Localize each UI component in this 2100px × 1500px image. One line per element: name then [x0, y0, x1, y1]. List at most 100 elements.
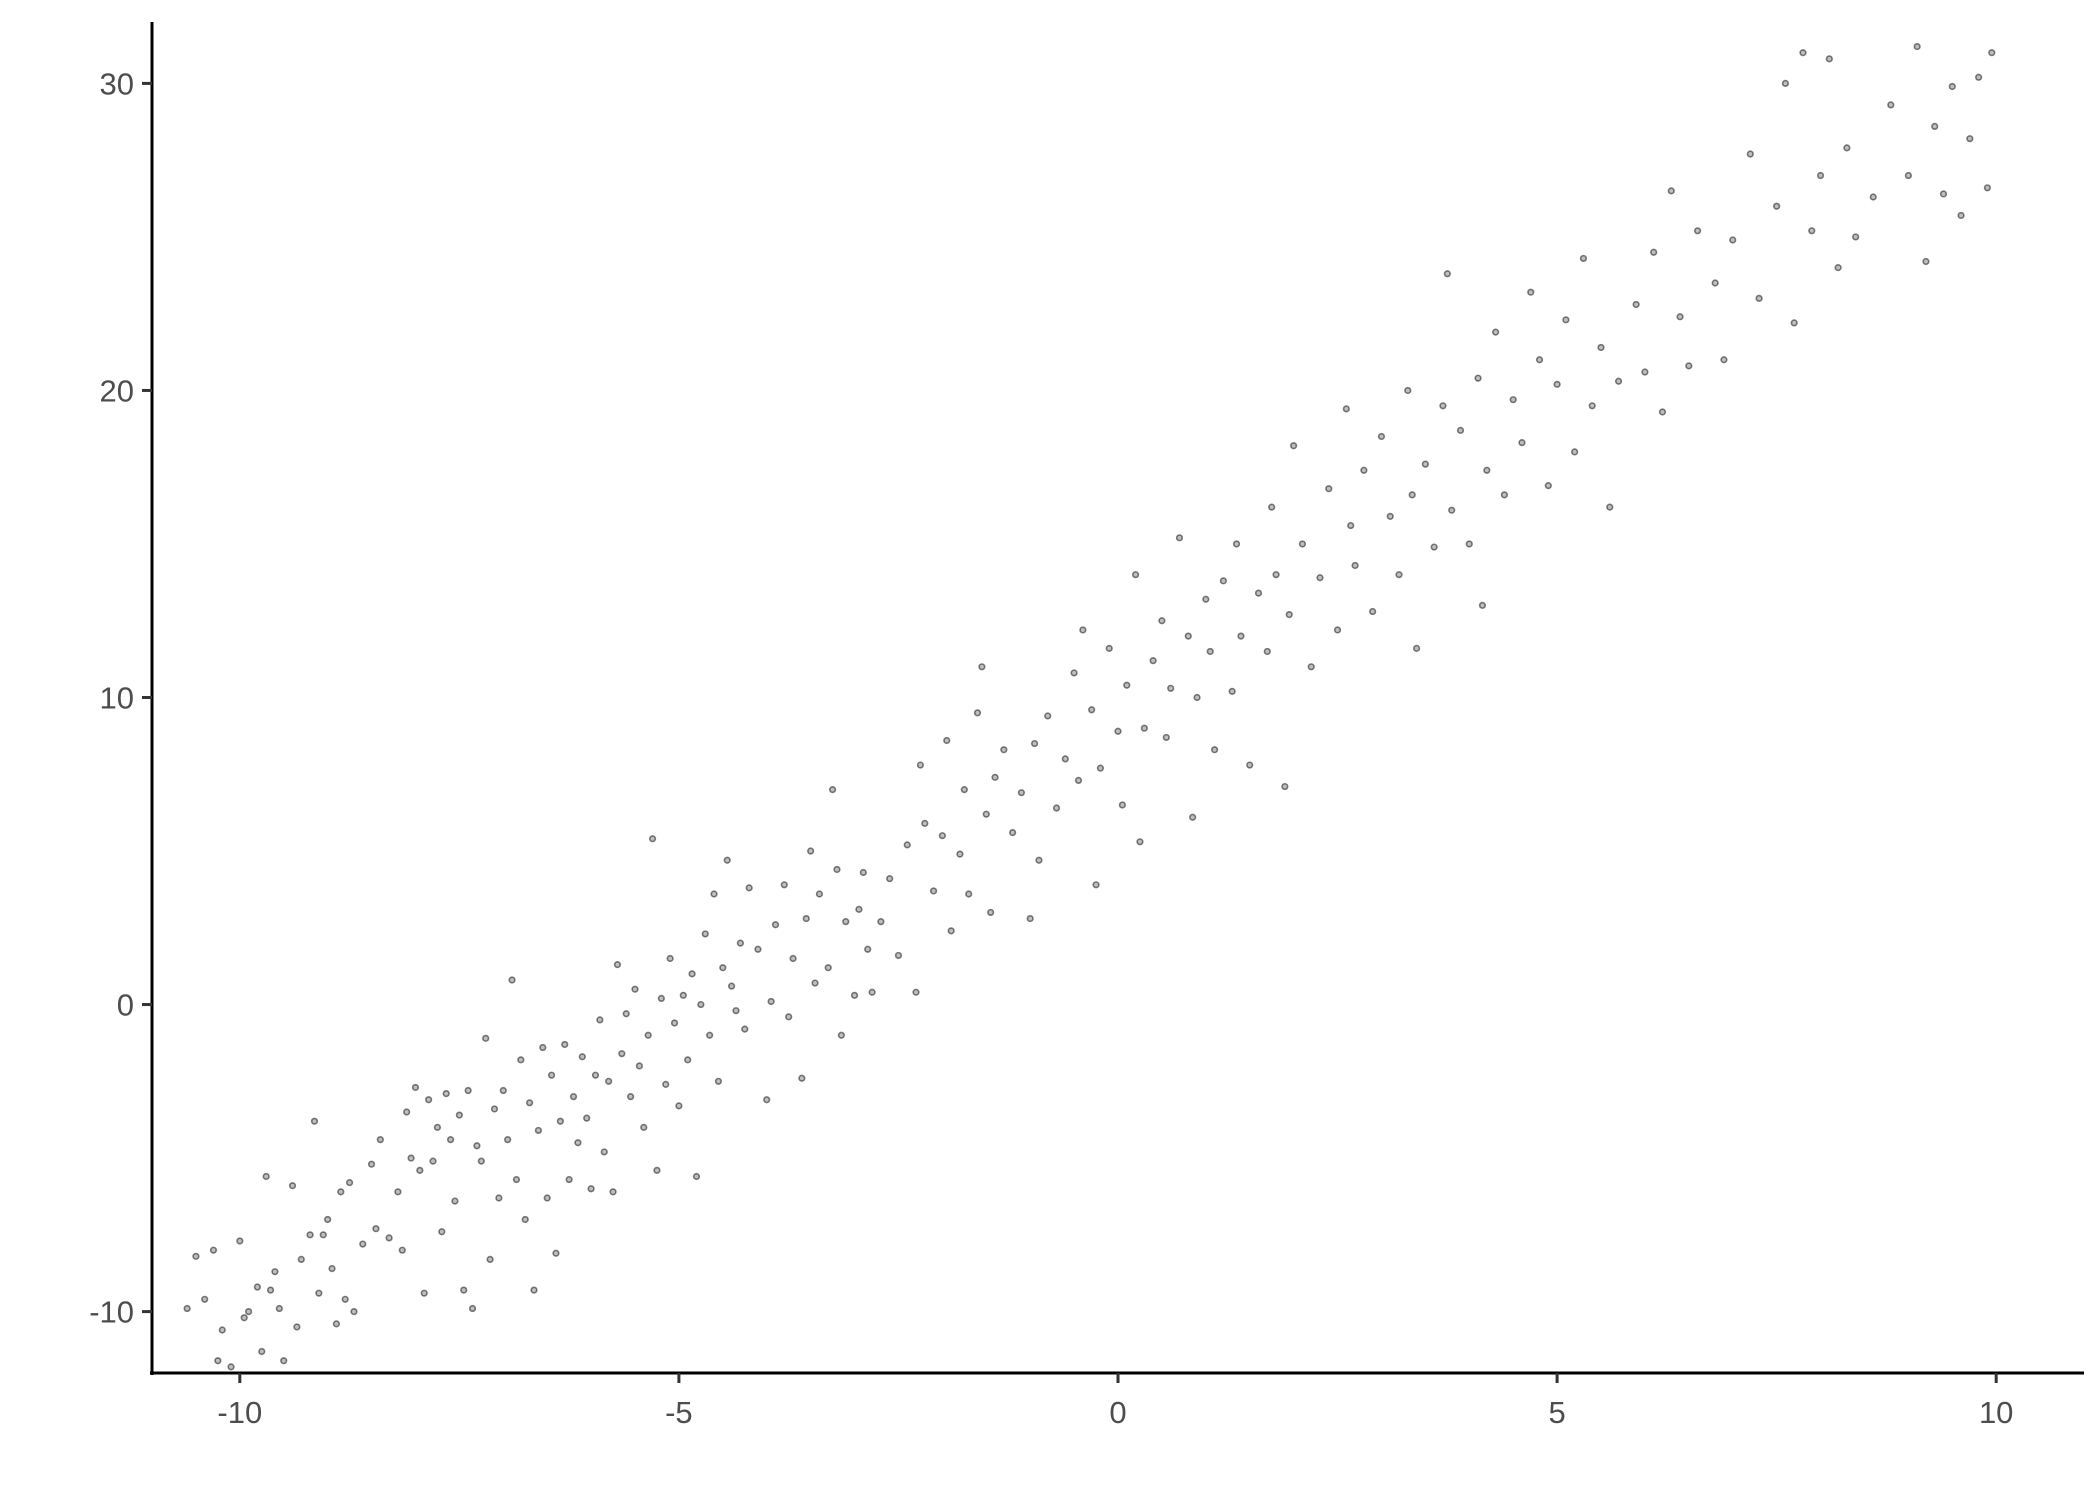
data-point [938, 832, 946, 840]
data-point [1588, 402, 1596, 410]
data-point [1347, 521, 1355, 530]
data-point [657, 994, 665, 1003]
data-point [991, 773, 999, 781]
data-point [1193, 693, 1201, 702]
data-point [1535, 356, 1544, 364]
data-point [372, 1225, 380, 1233]
data-point [1096, 764, 1105, 772]
data-point [530, 1286, 538, 1294]
data-point [438, 1228, 446, 1236]
data-point [517, 1056, 525, 1064]
data-point [1966, 135, 1974, 143]
data-point [539, 1043, 547, 1052]
data-point [315, 1289, 323, 1297]
data-point [451, 1197, 459, 1205]
data-point [367, 1160, 376, 1168]
points-layer [183, 42, 1996, 1371]
data-point [960, 786, 968, 794]
data-point [359, 1240, 367, 1248]
data-point [1641, 368, 1649, 376]
data-point [1478, 601, 1487, 609]
data-point [1465, 540, 1473, 548]
data-point [341, 1295, 349, 1303]
data-point [464, 1086, 472, 1095]
data-point [947, 927, 955, 935]
data-point [394, 1188, 402, 1196]
data-point [1430, 543, 1438, 551]
data-point [192, 1252, 200, 1260]
data-point [754, 945, 762, 953]
data-point [1395, 571, 1403, 579]
data-point [1904, 171, 1912, 180]
data-point [271, 1268, 279, 1276]
x-tick-label: -10 [217, 1395, 262, 1430]
data-point [473, 1142, 481, 1150]
data-point [1290, 442, 1298, 450]
data-point [1272, 571, 1280, 579]
data-point [1571, 448, 1579, 456]
data-point [807, 847, 815, 855]
data-point [894, 951, 903, 960]
data-point [1325, 485, 1333, 493]
data-point [635, 1062, 643, 1070]
data-point [771, 921, 780, 929]
data-point [416, 1166, 424, 1174]
data-point [1746, 150, 1754, 158]
data-point [1189, 813, 1197, 821]
data-point [1136, 838, 1144, 846]
data-point [701, 930, 709, 938]
data-point [1579, 254, 1588, 263]
data-point [1369, 607, 1377, 616]
data-point [1131, 571, 1140, 579]
data-point [574, 1139, 582, 1147]
data-point [1070, 669, 1078, 677]
data-point [815, 890, 824, 898]
data-point [828, 786, 837, 794]
data-point [1852, 233, 1860, 241]
data-point [811, 979, 819, 987]
data-point [1650, 248, 1658, 256]
data-point [183, 1304, 191, 1313]
data-point [1184, 632, 1192, 640]
data-point [468, 1304, 477, 1313]
data-point [1254, 589, 1263, 597]
data-point [1298, 540, 1307, 548]
data-point [1167, 684, 1175, 692]
data-point [1816, 171, 1825, 180]
data-point [1693, 227, 1702, 235]
data-point [495, 1194, 503, 1202]
data-point [1729, 236, 1737, 244]
data-point [1518, 439, 1526, 447]
y-tick-label: -10 [89, 1295, 134, 1330]
data-point [921, 819, 929, 827]
data-point [1808, 227, 1816, 235]
data-point [1360, 466, 1368, 474]
data-point [280, 1357, 288, 1365]
data-point [1421, 460, 1429, 468]
data-point [1158, 617, 1166, 625]
data-point [1210, 746, 1219, 754]
data-point [486, 1255, 494, 1263]
data-point [877, 918, 885, 926]
data-point [855, 905, 863, 913]
x-tick-label: 0 [1109, 1395, 1126, 1430]
data-point [1114, 727, 1122, 735]
data-point [640, 1123, 648, 1131]
data-point [1983, 184, 1991, 192]
data-point [763, 1096, 771, 1104]
data-point [780, 881, 788, 889]
data-point [714, 1077, 723, 1085]
data-point [512, 1175, 521, 1184]
data-point [433, 1123, 442, 1131]
data-point [209, 1246, 218, 1254]
data-point [802, 914, 810, 923]
data-point [679, 991, 687, 999]
data-point [446, 1136, 455, 1144]
data-point [727, 982, 736, 990]
data-point [332, 1320, 341, 1328]
data-point [591, 1071, 600, 1079]
data-point [850, 991, 859, 999]
data-point [1632, 300, 1640, 309]
data-point [1026, 914, 1034, 923]
data-point [965, 890, 973, 898]
